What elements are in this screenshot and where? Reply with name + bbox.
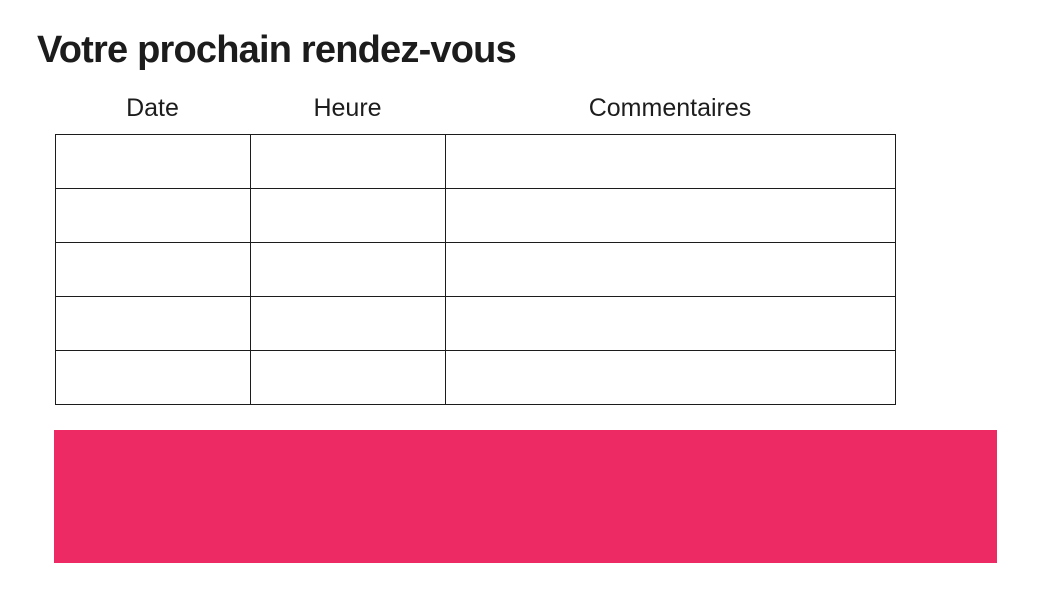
cell-date	[55, 242, 251, 297]
column-header-date: Date	[126, 94, 179, 122]
appointments-table	[55, 134, 896, 405]
appointments-table-body	[55, 134, 896, 405]
column-header-heure: Heure	[313, 94, 382, 122]
cell-commentaires	[445, 350, 896, 405]
cell-heure	[250, 296, 446, 351]
page-title: Votre prochain rendez-vous	[37, 29, 517, 71]
table-row	[55, 188, 896, 243]
cell-heure	[250, 134, 446, 189]
cell-commentaires	[445, 134, 896, 189]
cell-commentaires	[445, 188, 896, 243]
cell-date	[55, 134, 251, 189]
accent-banner	[54, 430, 997, 563]
cell-heure	[250, 350, 446, 405]
column-header-commentaires: Commentaires	[588, 94, 752, 122]
cell-date	[55, 350, 251, 405]
table-row	[55, 350, 896, 405]
table-row	[55, 296, 896, 351]
table-row	[55, 134, 896, 189]
cell-heure	[250, 188, 446, 243]
table-header-row: Date Heure Commentaires	[55, 93, 895, 123]
table-row	[55, 242, 896, 297]
cell-date	[55, 296, 251, 351]
cell-commentaires	[445, 242, 896, 297]
cell-commentaires	[445, 296, 896, 351]
cell-heure	[250, 242, 446, 297]
cell-date	[55, 188, 251, 243]
